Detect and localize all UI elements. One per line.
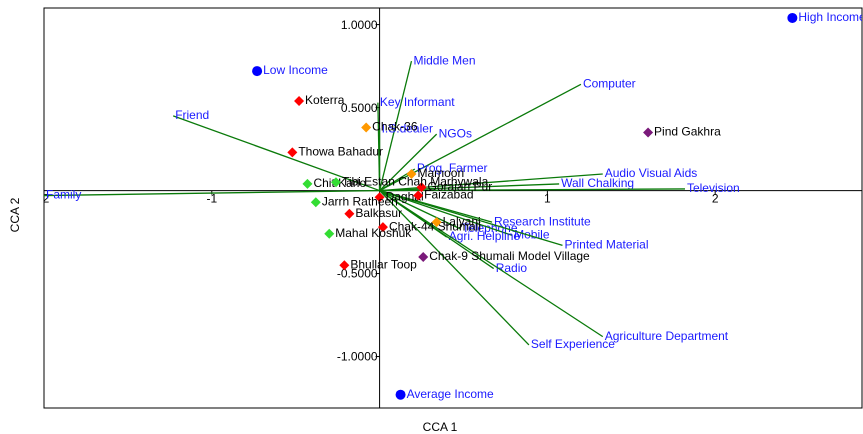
point-label: Mahal Koshuk	[335, 226, 412, 240]
point	[431, 217, 442, 228]
vector-label: Computer	[583, 77, 636, 91]
point-label: Koterra	[305, 93, 345, 107]
vector-label: NGOs	[439, 126, 472, 140]
point-label: Bhullar Toop	[350, 257, 417, 271]
vector-label: Prog. Farmer	[417, 161, 488, 175]
vector-label: Mobile	[514, 228, 550, 242]
point-label: Daghal	[386, 189, 424, 203]
point-label: Low Income	[263, 63, 328, 77]
vector-label: Printed Material	[564, 238, 648, 252]
point-label: Balkasur	[355, 206, 402, 220]
vector-label: I.S.dealer	[382, 121, 433, 135]
point	[643, 127, 654, 138]
point	[374, 192, 385, 203]
x-tick-label: 1	[544, 192, 551, 206]
vector	[379, 190, 604, 338]
vector	[44, 189, 380, 197]
vector	[379, 188, 685, 192]
point	[416, 182, 427, 193]
x-tick-label: 2	[712, 192, 719, 206]
point-label: Chak-9 Shumali Model Village	[429, 249, 590, 263]
vector-label: Agriculture Department	[605, 329, 729, 343]
y-tick-label: -0.5000	[337, 267, 378, 281]
point-label: Tibi Estan Chah Marhywala	[342, 174, 489, 188]
plot-frame	[43, 7, 863, 409]
x-tick-label: -1	[206, 192, 217, 206]
vector-label: Self Experience	[531, 337, 615, 351]
vector	[379, 190, 530, 346]
point	[324, 228, 335, 239]
vector-label: Agri. Helpline	[449, 229, 521, 243]
x-axis-label: CCA 1	[423, 420, 458, 434]
vector	[379, 189, 461, 230]
vector-label: Key Informant	[380, 95, 455, 109]
vector-label: Family	[46, 188, 81, 202]
point-label: Average Income	[407, 387, 494, 401]
vector	[378, 60, 413, 191]
point	[287, 147, 298, 158]
point	[395, 389, 406, 400]
point	[418, 251, 429, 262]
point	[339, 260, 350, 271]
vector-label: Middle Men	[413, 53, 475, 67]
point	[361, 122, 372, 133]
point-label: Faizabad	[424, 188, 473, 202]
point-label: Jarrh Ratheen	[322, 194, 398, 208]
point-label: Chak-44 Shumali	[389, 219, 481, 233]
vector	[379, 189, 563, 246]
y-tick-label: -1.0000	[337, 350, 378, 364]
vector	[379, 189, 513, 237]
plot-area: -2 -1 1 2 1.0000 0.5000 -0.5000 -1.0000 Family Fr…	[39, 8, 863, 408]
point	[413, 190, 424, 201]
point-label: Chak-36	[372, 120, 418, 134]
vector-label: Television	[687, 181, 740, 195]
point-label: Mamoori	[417, 166, 464, 180]
point	[294, 95, 305, 106]
point-label: Thowa Bahadur	[298, 145, 383, 159]
vector-label: Friend	[175, 108, 209, 122]
point-label: Pind Gakhra	[654, 125, 721, 139]
point	[406, 168, 417, 179]
vector-label: Audio Visual Aids	[605, 166, 698, 180]
vector-label: Wall Chalking	[561, 176, 634, 190]
point	[302, 178, 313, 189]
point-label: High Income	[798, 10, 863, 24]
vector	[379, 133, 438, 192]
vector	[379, 183, 560, 192]
point	[344, 208, 355, 219]
y-tick-label: 1.0000	[341, 18, 378, 32]
point	[787, 12, 798, 23]
point-label: Lalyani	[443, 214, 481, 228]
point	[252, 66, 263, 77]
vector	[379, 173, 603, 192]
y-tick-label: 0.5000	[341, 101, 378, 115]
vector-label: Research Institute	[494, 214, 591, 228]
point	[330, 177, 341, 188]
point-label: Goraiah Pur	[428, 179, 493, 193]
x-tick-label: -2	[39, 192, 50, 206]
point	[377, 222, 388, 233]
y-axis-label: CCA 2	[8, 197, 22, 232]
vector	[172, 115, 380, 192]
point	[310, 197, 321, 208]
